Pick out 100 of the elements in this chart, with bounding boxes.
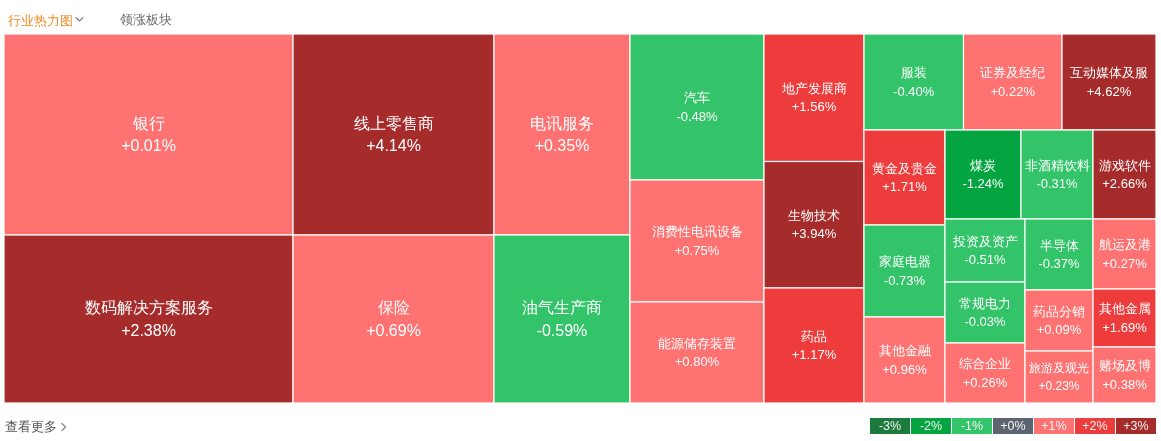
cell: 赌场及博 +0.38% [1092, 346, 1157, 404]
cell: 服装 -0.40% [863, 33, 965, 131]
category-label: 药品分销 [1033, 303, 1085, 319]
cell: 煤炭 -1.24% [944, 129, 1022, 220]
category-label: 保险 [377, 299, 410, 317]
cell: 油气生产商 -0.59% [493, 234, 631, 404]
cell: +0% [993, 418, 1033, 434]
data-label: +2.66% [1102, 176, 1148, 192]
cell: +2% [1075, 418, 1115, 434]
category-label: 服装 [900, 65, 927, 81]
cell: 证券及经纪 +0.22% [962, 33, 1063, 131]
category-label: 汽车 [684, 90, 710, 106]
data-label: -0.73% [883, 272, 926, 288]
text: 查看更多 [5, 420, 57, 434]
data-label: +2.38% [121, 321, 176, 339]
data-label: +1% [1041, 419, 1067, 433]
cell: 电讯服务 +0.35% [493, 33, 631, 236]
data-label: +0.35% [534, 137, 590, 155]
category-label: 航运及港 [1098, 237, 1151, 253]
category-label: 银行 [131, 114, 165, 132]
data-label: -0.51% [964, 252, 1007, 268]
data-label: +0.23% [1038, 378, 1080, 393]
category-label: 旅游及观光 [1029, 361, 1089, 376]
data-label: -2% [919, 419, 943, 433]
data-label: -3% [878, 419, 902, 433]
cell: 非酒精饮料 -0.31% [1020, 129, 1094, 220]
cell: 药品分销 +0.09% [1024, 289, 1094, 352]
data-label: +0.26% [962, 374, 1008, 390]
data-label: +4.14% [366, 137, 421, 155]
category-label: 线上零售商 [353, 114, 434, 132]
data-label: +4.62% [1086, 83, 1132, 99]
cell: 家庭电器 -0.73% [863, 224, 946, 318]
data-label: +1.69% [1102, 319, 1148, 335]
category-label: 家庭电器 [878, 254, 931, 270]
category-label: 数码解决方案服务 [84, 299, 213, 317]
cell: 药品 +1.17% [763, 287, 865, 404]
category-label: 煤炭 [970, 157, 996, 173]
cell: 航运及港 +0.27% [1092, 218, 1157, 290]
cell: 常规电力 -0.03% [944, 281, 1026, 344]
data-label: -0.40% [893, 83, 935, 99]
data-label: -0.48% [676, 108, 719, 124]
data-label: +0.09% [1036, 322, 1082, 338]
category-label: 消费性电讯设备 [651, 224, 743, 240]
text: 行业热力图 [8, 12, 73, 28]
category-label: 生物技术 [788, 208, 840, 224]
cell: 线上零售商 +4.14% [292, 33, 495, 236]
text: 领涨板块 [120, 13, 172, 27]
cell: 能源储存装置 +0.80% [629, 301, 765, 404]
cell: 黄金及贵金 +1.71% [863, 129, 946, 226]
data-label: +0.80% [674, 354, 720, 370]
cell: 其他金属 +1.69% [1092, 288, 1157, 348]
cell: -1% [952, 418, 992, 434]
category-label: 地产发展商 [780, 81, 847, 97]
cell: -2% [911, 418, 951, 434]
cell: +1% [1034, 418, 1074, 434]
data-label: +1.17% [791, 347, 837, 363]
cell: 银行 +0.01% [3, 33, 294, 236]
cell: 综合企业 +0.26% [944, 342, 1026, 404]
category-label: 赌场及博 [1098, 358, 1151, 374]
data-label: +0.27% [1102, 255, 1148, 271]
cell: 生物技术 +3.94% [763, 160, 865, 289]
data-label: +0.69% [366, 321, 421, 339]
data-label: +3% [1123, 419, 1149, 433]
category-label: 其他金属 [1098, 301, 1151, 317]
cell: 消费性电讯设备 +0.75% [629, 179, 765, 303]
data-label: -1% [960, 419, 984, 433]
category-label: 电讯服务 [530, 114, 594, 132]
category-label: 综合企业 [959, 356, 1011, 372]
data-label: +0% [1000, 419, 1026, 433]
data-label: +0.01% [121, 137, 176, 155]
data-label: +0.96% [882, 361, 928, 377]
cell: 地产发展商 +1.56% [763, 33, 865, 163]
cell: 保险 +0.69% [292, 234, 495, 404]
data-label: -0.59% [536, 321, 588, 339]
data-label: +3.94% [791, 226, 837, 242]
category-label: 油气生产商 [522, 299, 602, 317]
category-label: 常规电力 [959, 295, 1011, 311]
cell: +3% [1116, 418, 1156, 434]
data-label: +1.71% [882, 179, 928, 195]
cell: 其他金融 +0.96% [863, 316, 946, 404]
data-label: -0.31% [1036, 176, 1079, 192]
cell: 数码解决方案服务 +2.38% [3, 234, 294, 404]
cell: 旅游及观光 +0.23% [1024, 350, 1094, 404]
category-label: 其他金融 [878, 343, 931, 359]
data-label: +2% [1082, 419, 1108, 433]
category-label: 证券及经纪 [980, 65, 1046, 81]
category-label: 能源储存装置 [658, 335, 736, 351]
data-label: +0.22% [990, 83, 1036, 99]
category-label: 投资及资产 [951, 233, 1018, 249]
cell: 汽车 -0.48% [629, 33, 765, 181]
data-label: +0.75% [674, 242, 720, 258]
category-label: 互动媒体及服 [1070, 65, 1148, 81]
data-label: -0.03% [964, 314, 1007, 330]
category-label: 黄金及贵金 [872, 160, 937, 176]
category-label: 非酒精饮料 [1024, 157, 1090, 173]
data-label: +1.56% [791, 99, 837, 115]
data-label: -1.24% [962, 176, 1005, 192]
category-label: 游戏软件 [1098, 157, 1151, 173]
cell: 半导体 -0.37% [1024, 218, 1094, 291]
category-label: 半导体 [1039, 237, 1079, 253]
